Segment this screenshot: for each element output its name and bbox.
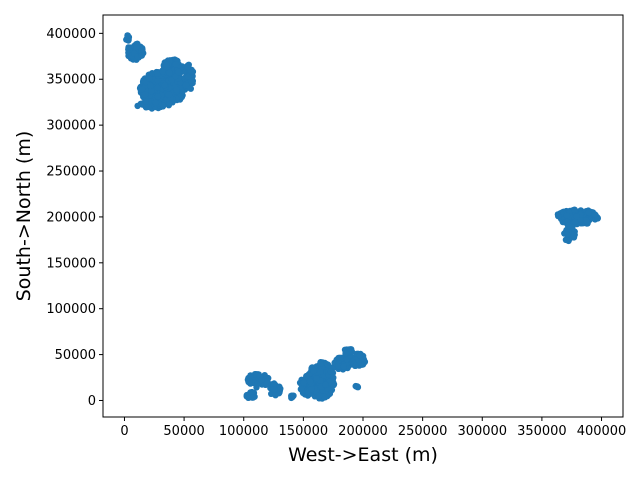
data-point <box>138 52 145 59</box>
data-point <box>154 70 161 78</box>
data-point <box>172 60 180 68</box>
data-point <box>322 381 329 388</box>
data-point <box>335 362 342 370</box>
x-axis-label: West->East (m) <box>288 444 438 466</box>
data-point <box>165 91 173 98</box>
data-point <box>145 103 152 111</box>
x-tick-label: 150000 <box>279 424 329 439</box>
data-point <box>147 82 154 90</box>
data-point <box>306 378 314 385</box>
data-point <box>573 213 580 220</box>
data-point <box>564 231 571 238</box>
data-point <box>163 61 170 69</box>
x-tick-label: 50000 <box>163 424 204 439</box>
data-point <box>354 383 361 390</box>
data-point <box>248 379 255 386</box>
data-point <box>134 102 141 110</box>
data-point <box>154 93 162 100</box>
y-tick-label: 250000 <box>46 165 96 180</box>
data-point <box>336 354 344 361</box>
data-point <box>146 75 153 82</box>
data-point <box>303 372 310 380</box>
data-point <box>571 218 579 225</box>
y-axis-label: South->North (m) <box>13 131 35 302</box>
x-tick-label: 400000 <box>577 424 627 439</box>
data-point <box>317 368 324 375</box>
data-point <box>327 368 334 375</box>
data-point <box>321 393 328 400</box>
x-tick-label: 300000 <box>457 424 507 439</box>
data-point <box>159 68 166 75</box>
data-point <box>133 43 140 51</box>
data-point <box>342 349 350 357</box>
data-point <box>187 85 194 92</box>
x-tick-label: 350000 <box>517 424 567 439</box>
data-point <box>352 362 359 369</box>
data-point <box>356 352 363 359</box>
data-point <box>297 386 305 393</box>
data-point <box>272 392 279 399</box>
y-tick-label: 300000 <box>46 119 96 134</box>
y-tick-label: 0 <box>88 394 96 409</box>
data-point <box>270 386 278 393</box>
data-point <box>154 76 162 84</box>
data-point <box>161 82 168 89</box>
data-point <box>591 211 599 218</box>
data-point <box>263 380 270 387</box>
data-point <box>277 385 284 392</box>
data-point <box>154 84 161 91</box>
data-point <box>124 32 131 39</box>
data-point <box>563 236 571 244</box>
data-point <box>125 44 132 51</box>
data-point <box>182 82 190 89</box>
y-tick-label: 350000 <box>46 73 96 88</box>
x-tick-label: 0 <box>120 424 128 439</box>
data-point <box>555 212 562 220</box>
x-tick-label: 100000 <box>219 424 269 439</box>
y-tick-label: 400000 <box>46 27 96 42</box>
data-point <box>175 68 182 76</box>
data-point <box>310 367 317 375</box>
y-tick-label: 150000 <box>46 256 96 271</box>
data-point <box>258 376 265 384</box>
data-point <box>582 217 590 224</box>
data-point <box>330 374 337 381</box>
x-axis: 0 50000 100000 150000 200000 250000 300000 3500… <box>120 417 626 439</box>
data-point <box>313 375 320 382</box>
data-point <box>142 98 149 105</box>
data-point <box>288 392 296 399</box>
data-point <box>148 88 155 95</box>
data-point <box>184 73 192 81</box>
y-tick-label: 100000 <box>46 302 96 317</box>
data-point <box>300 379 308 386</box>
x-tick-label: 250000 <box>398 424 448 439</box>
data-point <box>184 63 191 71</box>
data-points <box>123 32 601 402</box>
data-point <box>138 86 146 93</box>
data-point <box>249 394 257 401</box>
data-point <box>316 392 323 399</box>
y-axis: 0 50000 100000 150000 200000 250000 300000 3500… <box>46 27 103 409</box>
data-point <box>585 209 592 216</box>
data-point <box>317 360 324 367</box>
data-point <box>340 363 347 370</box>
data-point <box>166 69 173 77</box>
data-point <box>247 372 254 379</box>
data-point <box>152 99 160 107</box>
data-point <box>141 91 149 98</box>
data-point <box>173 86 180 94</box>
data-point <box>570 232 577 239</box>
data-point <box>564 222 572 229</box>
data-point <box>324 361 332 368</box>
x-tick-label: 200000 <box>338 424 388 439</box>
data-point <box>308 386 315 393</box>
data-point <box>563 212 571 219</box>
y-tick-label: 200000 <box>46 210 96 225</box>
y-tick-label: 50000 <box>55 348 96 363</box>
data-point <box>571 206 578 213</box>
